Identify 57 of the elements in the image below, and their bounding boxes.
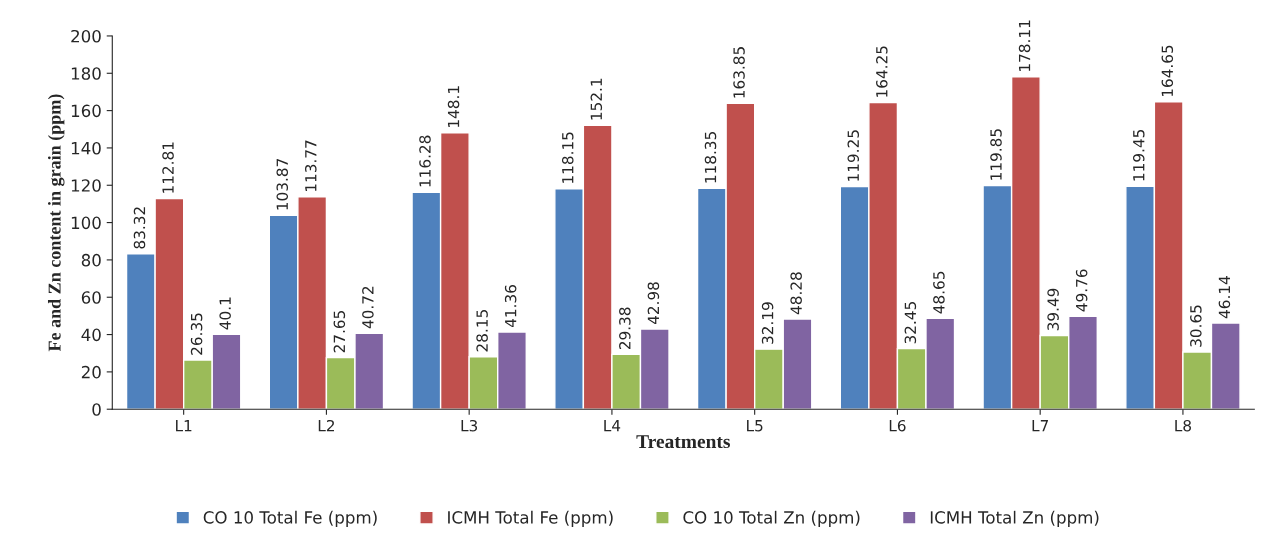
data-label: 42.98 [647,282,660,325]
data-label: 26.35 [190,313,203,355]
data-label: 39.49 [1047,288,1059,331]
data-label: 163.85 [733,47,745,98]
data-label: 48.65 [933,271,945,314]
data-label: 164.65 [1161,45,1174,97]
data-label: 119.45 [1132,129,1145,181]
data-label: 46.14 [1218,276,1231,319]
data-label: 83.32 [133,207,146,249]
y-tick-label: 140 [71,141,101,155]
y-tick-label: 100 [71,216,101,230]
data-label: 41.36 [504,285,517,328]
data-label: 113.77 [305,140,317,192]
x-tick-label: L2 [318,419,334,432]
y-tick-label: 60 [81,291,101,304]
data-label: 118.35 [704,132,717,183]
y-tick-label: 0 [92,403,101,416]
y-tick-label: 20 [81,365,101,379]
y-axis-title: Fe and Zn content in grain (ppm) [47,94,65,352]
data-label: 32.45 [904,302,917,344]
x-tick-label: L6 [889,419,906,432]
legend-label: ICMH Total Fe (ppm) [448,510,613,527]
data-label: 116.28 [419,135,431,187]
data-label: 28.15 [476,310,488,352]
x-tick-label: L4 [604,420,621,432]
data-label: 30.65 [1190,305,1202,347]
data-label: 119.25 [847,130,860,181]
data-label: 48.28 [790,272,802,315]
x-axis-title: Treatments [636,435,730,449]
data-label: 164.25 [876,46,888,97]
y-tick-label: 80 [81,253,101,267]
data-label: 112.81 [162,142,174,193]
data-label: 32.19 [761,302,774,344]
data-label: 40.1 [219,297,231,330]
data-label: 148.1 [447,86,460,127]
data-label: 40.72 [362,286,374,329]
y-tick-label: 120 [71,179,101,192]
legend-label: CO 10 Total Zn (ppm) [683,510,860,527]
data-label: 103.87 [276,159,289,210]
data-label: 119.85 [990,129,1002,180]
data-label: 29.38 [619,307,631,350]
y-tick-label: 200 [71,29,101,43]
data-label: 49.76 [1075,269,1088,312]
x-tick-label: L8 [1175,419,1191,432]
y-tick-label: 180 [71,67,101,80]
x-tick-label: L1 [176,420,192,432]
legend-label: CO 10 Total Fe (ppm) [203,510,377,527]
x-tick-label: L5 [747,420,763,432]
data-label: 27.65 [333,311,346,353]
data-label: 178.11 [1018,20,1031,71]
y-tick-label: 160 [71,104,101,118]
y-tick-label: 40 [81,328,101,342]
legend-label: ICMH Total Zn (ppm) [930,510,1099,527]
x-tick-label: L3 [461,419,478,432]
data-label: 152.1 [590,78,603,120]
x-tick-label: L7 [1032,420,1048,432]
data-label: 118.15 [561,132,574,183]
